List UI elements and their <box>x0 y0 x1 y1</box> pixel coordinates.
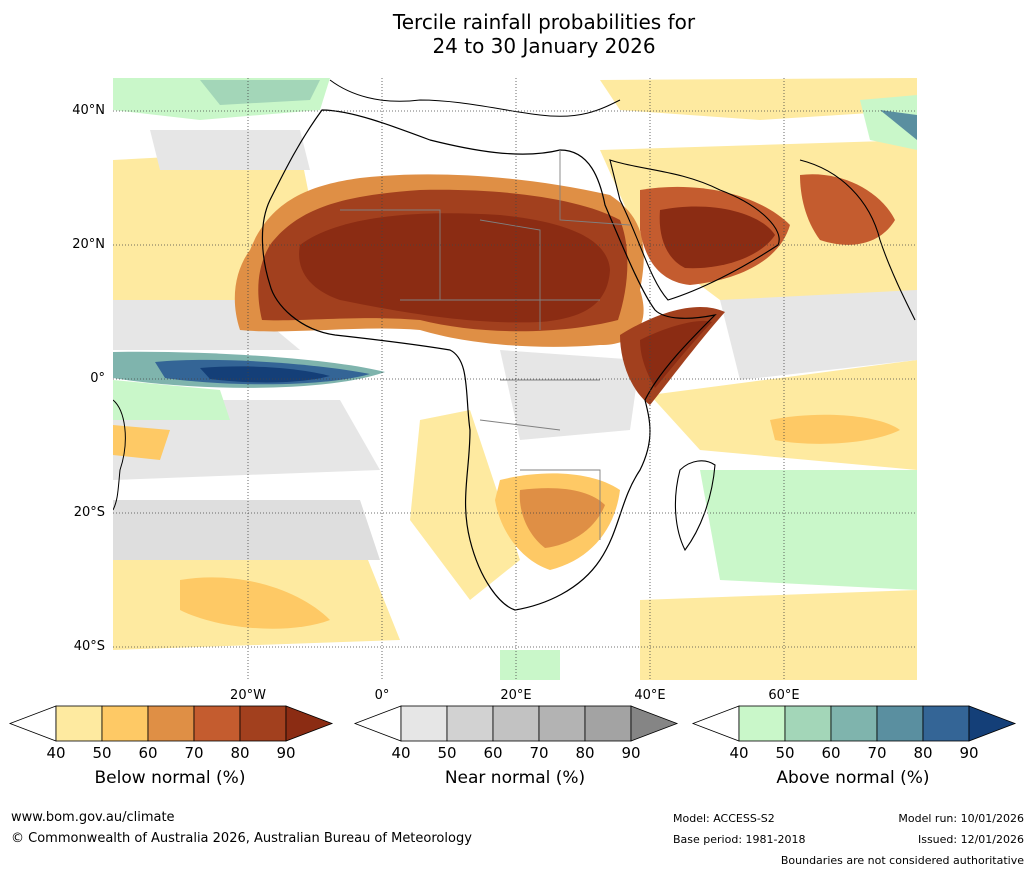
near-tick: 90 <box>621 744 641 762</box>
above-tick: 60 <box>821 744 841 762</box>
lon-label-20w: 20°W <box>230 688 266 703</box>
colorbar-below-title: Below normal (%) <box>94 768 246 788</box>
lat-label-40s: 40°S <box>73 639 105 654</box>
near-normal-region <box>150 130 310 170</box>
above-normal-region <box>700 470 917 590</box>
below-tick: 50 <box>92 744 112 762</box>
below-light-region <box>650 360 917 470</box>
colorbar-above-normal <box>691 705 1017 742</box>
above-colorbar-max-extension <box>968 705 1017 742</box>
above-tick: 70 <box>867 744 887 762</box>
below-normal-south-atlantic <box>180 577 330 629</box>
above-tick: 40 <box>729 744 749 762</box>
below-normal-horn <box>640 320 712 388</box>
near-normal-region <box>113 500 380 560</box>
issued-date: Issued: 12/01/2026 <box>917 833 1024 846</box>
near-colorbar-max-extension <box>630 705 679 742</box>
near-normal-region <box>720 290 917 380</box>
above-colorbar-segment <box>738 705 786 742</box>
near-tick: 50 <box>437 744 457 762</box>
colorbar-near-title: Near normal (%) <box>444 768 586 788</box>
lon-label-20e: 20°E <box>500 688 532 703</box>
below-colorbar-segment <box>147 705 195 742</box>
above-tick: 90 <box>959 744 979 762</box>
lon-label-0: 0° <box>374 688 390 703</box>
above-tick: 80 <box>913 744 933 762</box>
lat-label-40n: 40°N <box>72 103 105 118</box>
model-name: Model: ACCESS-S2 <box>673 812 775 825</box>
lat-label-20s: 20°S <box>73 505 105 520</box>
country-borders <box>340 150 631 540</box>
india-coastline <box>799 159 916 321</box>
base-period: Base period: 1981-2018 <box>673 833 806 846</box>
near-tick: 70 <box>529 744 549 762</box>
below-light-region <box>600 78 917 120</box>
near-tick: 60 <box>483 744 503 762</box>
website-link[interactable]: www.bom.gov.au/climate <box>11 810 175 825</box>
near-colorbar-segment <box>492 705 540 742</box>
above-colorbar-segment <box>830 705 878 742</box>
below-normal-core <box>299 213 610 323</box>
below-normal-arabia <box>659 206 775 269</box>
near-normal-region <box>500 350 640 440</box>
above-colorbar-segment <box>876 705 924 742</box>
africa-coastline <box>261 109 717 611</box>
below-colorbar-min-extension <box>8 705 57 742</box>
copyright-text: © Commonwealth of Australia 2026, Austra… <box>11 831 472 846</box>
above-colorbar-min-extension <box>691 705 740 742</box>
near-colorbar-segment <box>538 705 586 742</box>
below-light-region <box>640 590 917 680</box>
near-colorbar-segment <box>400 705 448 742</box>
title-line-2: 24 to 30 January 2026 <box>432 34 656 58</box>
lon-label-40e: 40°E <box>634 688 666 703</box>
colorbar-near-normal <box>353 705 679 742</box>
below-normal-india <box>800 174 895 245</box>
lon-label-60e: 60°E <box>768 688 800 703</box>
near-tick: 40 <box>391 744 411 762</box>
above-tick: 50 <box>775 744 795 762</box>
south-america-coastline <box>113 399 126 511</box>
model-run-date: Model run: 10/01/2026 <box>898 812 1024 825</box>
near-tick: 80 <box>575 744 595 762</box>
below-normal-indian-ocean <box>770 414 900 444</box>
lat-label-20n: 20°N <box>72 237 105 252</box>
below-colorbar-max-extension <box>285 705 334 742</box>
above-colorbar-segment <box>784 705 832 742</box>
below-normal-south <box>519 488 605 548</box>
chart-title: Tercile rainfall probabilities for 24 to… <box>0 10 1035 58</box>
above-normal-region <box>500 650 560 680</box>
below-colorbar-segment <box>55 705 103 742</box>
below-tick: 90 <box>276 744 296 762</box>
below-colorbar-segment <box>239 705 287 742</box>
above-normal-region <box>200 80 320 105</box>
near-colorbar-segment <box>446 705 494 742</box>
near-colorbar-min-extension <box>353 705 402 742</box>
below-tick: 60 <box>138 744 158 762</box>
europe-coastline <box>329 79 621 117</box>
below-tick: 80 <box>230 744 250 762</box>
above-normal-region <box>860 95 917 150</box>
above-normal-region <box>113 380 230 420</box>
above-normal-band <box>200 366 330 383</box>
above-normal-region <box>880 110 917 140</box>
near-colorbar-segment <box>584 705 632 742</box>
below-tick: 40 <box>46 744 66 762</box>
above-colorbar-segment <box>922 705 970 742</box>
below-tick: 70 <box>184 744 204 762</box>
title-line-1: Tercile rainfall probabilities for <box>392 10 696 34</box>
below-normal-atlantic <box>113 425 170 460</box>
madagascar-coastline <box>674 460 716 552</box>
below-colorbar-segment <box>101 705 149 742</box>
below-colorbar-segment <box>193 705 241 742</box>
graticule <box>113 78 917 680</box>
colorbar-below-normal <box>8 705 334 742</box>
boundaries-disclaimer: Boundaries are not considered authoritat… <box>780 854 1024 867</box>
colorbar-above-title: Above normal (%) <box>776 768 930 788</box>
arabia-coastline <box>609 159 780 301</box>
lat-label-equator: 0° <box>90 371 105 386</box>
